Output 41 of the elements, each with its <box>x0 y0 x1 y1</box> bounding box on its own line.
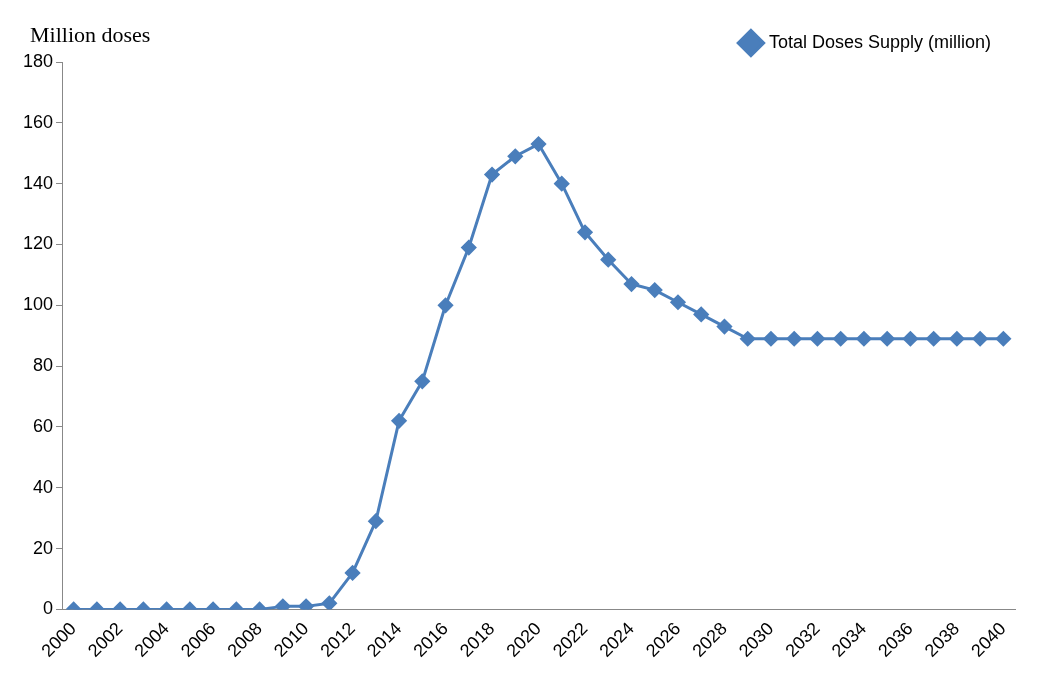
y-tick-label: 60 <box>33 415 54 436</box>
point <box>972 331 988 347</box>
point <box>833 331 849 347</box>
point <box>949 331 965 347</box>
point <box>391 413 407 429</box>
point <box>856 331 872 347</box>
y-tick-label: 100 <box>22 294 54 315</box>
point <box>484 167 500 183</box>
point <box>414 373 430 389</box>
point <box>275 598 291 610</box>
y-tick-label: 120 <box>22 233 54 254</box>
point <box>298 598 314 610</box>
point <box>716 319 732 335</box>
point <box>879 331 895 347</box>
legend-label: Total Doses Supply (million) <box>768 31 992 52</box>
point <box>623 276 639 292</box>
point <box>786 331 802 347</box>
point <box>740 331 756 347</box>
point <box>809 331 825 347</box>
y-tick-label: 180 <box>22 50 54 71</box>
point <box>902 331 918 347</box>
y-tick-label: 40 <box>33 476 54 497</box>
point <box>693 306 709 322</box>
y-tick-label: 140 <box>22 172 54 193</box>
point <box>995 331 1011 347</box>
point <box>554 176 570 192</box>
point <box>577 224 593 240</box>
point <box>531 136 547 152</box>
point <box>438 297 454 313</box>
point <box>647 282 663 298</box>
y-tick-label: 0 <box>43 598 54 619</box>
point <box>461 240 477 256</box>
point <box>507 148 523 164</box>
y-tick-label: 160 <box>22 111 54 132</box>
point <box>763 331 779 347</box>
point <box>670 294 686 310</box>
point <box>600 252 616 268</box>
y-tick-label: 80 <box>33 355 54 376</box>
point <box>926 331 942 347</box>
y-tick-label: 20 <box>33 537 54 558</box>
y-axis-title: Million doses <box>30 22 151 47</box>
